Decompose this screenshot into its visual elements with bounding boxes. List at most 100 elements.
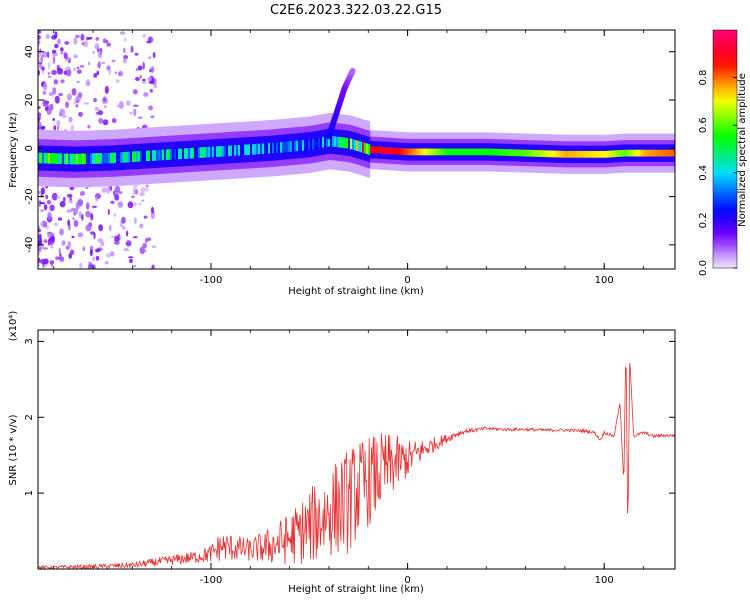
ridge-core xyxy=(452,148,455,156)
ridge-core xyxy=(122,152,125,163)
noise-blob xyxy=(62,114,68,119)
noise-blob xyxy=(42,99,48,107)
snr-y-label: SNR (10 * v/v) xyxy=(8,414,19,485)
ridge-core xyxy=(564,150,567,158)
noise-blob xyxy=(123,248,130,252)
ridge-core xyxy=(52,153,55,164)
ridge-core xyxy=(466,148,469,156)
ridge-core xyxy=(482,148,485,156)
ridge-core xyxy=(560,150,563,158)
ridge-core xyxy=(546,150,549,158)
ridge-core xyxy=(264,143,267,154)
ridge-core xyxy=(430,148,433,156)
ridge-core xyxy=(116,152,119,164)
ridge-core xyxy=(668,149,671,157)
noise-blob xyxy=(50,245,53,249)
ridge-core xyxy=(124,151,127,163)
noise-blob xyxy=(104,261,109,265)
ridge-core xyxy=(108,152,111,164)
ridge-core xyxy=(224,145,227,157)
noise-blob xyxy=(133,184,138,189)
spectrogram-y-ticks: -40 -20 0 20 40 xyxy=(24,45,675,253)
ridge-core xyxy=(372,146,375,154)
noise-blob xyxy=(141,80,147,84)
noise-blob xyxy=(139,192,145,197)
noise-blob xyxy=(92,50,95,55)
colorbar-tick-label: 0.2 xyxy=(698,212,709,228)
ridge-core xyxy=(652,149,655,157)
ridge-core xyxy=(620,149,623,157)
ridge-core xyxy=(218,146,221,157)
noise-blob xyxy=(67,240,72,249)
ridge-core xyxy=(374,146,377,154)
noise-blob xyxy=(60,52,64,55)
noise-blob xyxy=(98,50,103,59)
noise-blob xyxy=(142,33,147,38)
noise-blob xyxy=(71,88,77,96)
noise-blob xyxy=(106,42,112,47)
noise-blob xyxy=(57,38,61,45)
ridge-core xyxy=(630,149,633,157)
noise-blob xyxy=(93,73,98,78)
snr-x-label: Height of straight line (km) xyxy=(288,584,424,595)
noise-blob xyxy=(123,47,126,54)
noise-blob xyxy=(47,75,52,78)
ridge-core xyxy=(586,150,589,158)
ridge-core xyxy=(204,147,207,158)
ridge-core xyxy=(58,153,61,164)
ridge-core xyxy=(596,150,599,158)
noise-blob xyxy=(117,201,124,208)
ridge-core xyxy=(634,149,637,157)
noise-blob xyxy=(84,39,89,48)
ridge-core xyxy=(400,148,403,155)
noise-blob xyxy=(72,217,75,220)
y-tick-label: 3 xyxy=(24,338,35,344)
ridge-core xyxy=(312,138,315,150)
noise-blob xyxy=(125,240,132,247)
noise-blob xyxy=(51,49,57,54)
noise-blob xyxy=(53,222,59,226)
ridge-core xyxy=(104,152,107,164)
ridge-core xyxy=(402,148,405,155)
noise-blob xyxy=(54,43,59,49)
ridge-core xyxy=(136,151,139,162)
ridge-core xyxy=(450,148,453,156)
noise-blob xyxy=(68,116,73,123)
ridge-core xyxy=(476,148,479,156)
colorbar-tick-label: 0.6 xyxy=(698,117,709,133)
noise-blob xyxy=(148,56,152,59)
ridge-core xyxy=(462,148,465,156)
ridge-core xyxy=(646,149,649,157)
ridge-core xyxy=(110,152,113,164)
noise-blob xyxy=(139,74,142,79)
ridge-core xyxy=(352,139,355,150)
ridge-core xyxy=(594,150,597,158)
noise-blob xyxy=(78,111,83,117)
ridge-core xyxy=(504,149,507,156)
noise-blob xyxy=(101,187,107,193)
noise-blob xyxy=(43,239,48,244)
ridge-core xyxy=(360,141,363,153)
ridge-core xyxy=(72,153,75,165)
noise-blob xyxy=(53,79,59,85)
noise-blob xyxy=(62,196,66,203)
ridge-core xyxy=(416,148,419,156)
ridge-core xyxy=(562,150,565,158)
ridge-core xyxy=(496,148,499,156)
ridge-core xyxy=(84,153,87,165)
noise-blob xyxy=(45,194,49,200)
ridge-core xyxy=(298,140,301,152)
ridge-core xyxy=(244,144,247,156)
noise-blob xyxy=(130,195,136,198)
noise-blob xyxy=(137,116,143,119)
noise-blob xyxy=(102,119,109,126)
ridge-core xyxy=(490,148,493,156)
noise-blob xyxy=(114,185,121,193)
noise-blob xyxy=(122,58,128,64)
noise-blob xyxy=(107,208,110,216)
noise-blob xyxy=(95,196,99,202)
ridge-core xyxy=(332,136,335,147)
ridge-core xyxy=(582,150,585,158)
ridge-core xyxy=(446,148,449,156)
